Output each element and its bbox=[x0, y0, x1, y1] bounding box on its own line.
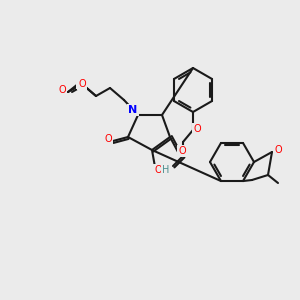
Text: H: H bbox=[162, 165, 170, 175]
Text: O: O bbox=[78, 79, 86, 89]
Text: O: O bbox=[154, 165, 162, 175]
Text: O: O bbox=[178, 146, 186, 156]
Text: O: O bbox=[193, 124, 201, 134]
Text: N: N bbox=[128, 105, 138, 115]
Text: O: O bbox=[274, 145, 282, 155]
Text: O: O bbox=[58, 85, 66, 95]
Text: O: O bbox=[77, 78, 85, 88]
Text: O: O bbox=[78, 79, 86, 89]
Text: O: O bbox=[104, 134, 112, 144]
